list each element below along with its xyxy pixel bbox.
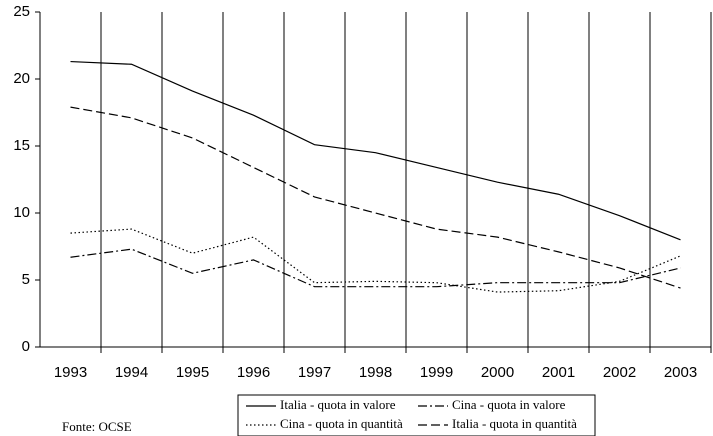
y-tick-label: 5 [22,271,30,288]
x-tick-label: 2000 [481,364,514,381]
x-tick-label: 1993 [54,364,87,381]
x-tick-label: 2001 [542,364,575,381]
legend-box [237,394,596,436]
legend-label: Italia - quota in valore [280,397,396,412]
x-tick-label: 2002 [603,364,636,381]
legend-label: Cina - quota in valore [452,397,566,412]
y-tick-label: 10 [13,204,30,221]
legend-label: Italia - quota in quantità [452,416,577,431]
y-tick-label: 25 [13,3,30,20]
series-line [70,60,681,241]
source-note: Fonte: OCSE [62,419,132,434]
x-tick-label: 1995 [176,364,209,381]
y-tick-label: 0 [22,338,30,355]
y-tick-label: 15 [13,137,30,154]
x-tick-label: 1999 [420,364,453,381]
legend-label: Cina - quota in quantità [280,416,403,431]
x-tick-label: 1997 [298,364,331,381]
series-line [70,106,681,289]
x-tick-label: 1994 [115,364,148,381]
x-tick-label: 1998 [359,364,392,381]
series-line [70,248,681,288]
x-tick-label: 1996 [237,364,270,381]
series-line [70,228,681,293]
y-tick-label: 20 [13,70,30,87]
x-tick-label: 2003 [664,364,697,381]
